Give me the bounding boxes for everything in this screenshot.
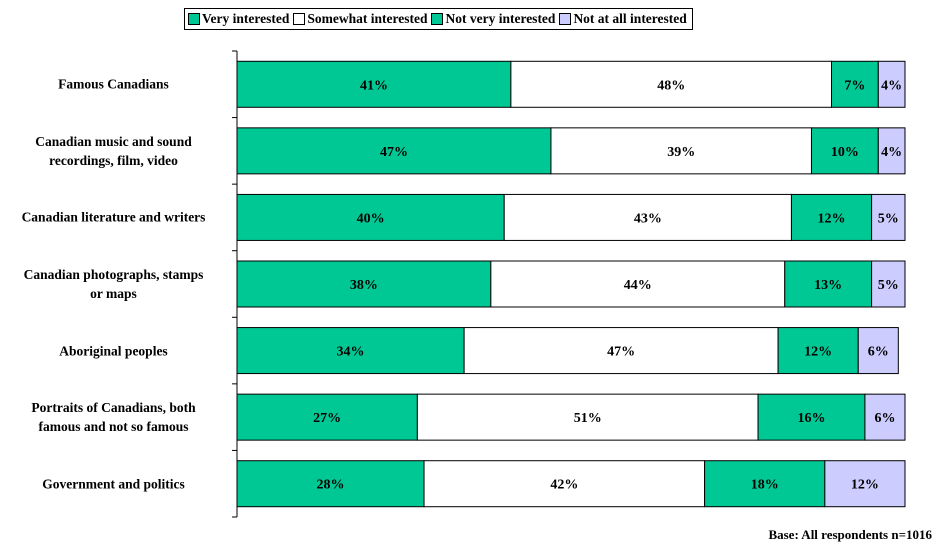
data-label: 6% <box>874 411 895 426</box>
data-label: 12% <box>804 345 832 360</box>
category-label: Canadian music and sound recordings, film… <box>0 132 227 170</box>
bar-segment <box>236 127 552 175</box>
data-label: 4% <box>881 145 902 160</box>
bar-segment <box>757 393 866 441</box>
legend-swatch <box>293 13 306 25</box>
category-label: Canadian literature and writers <box>0 208 227 227</box>
legend-item: Not at all interested <box>559 11 687 27</box>
legend-label: Somewhat interested <box>307 11 428 26</box>
category-label: Canadian photographs, stamps or maps <box>0 265 227 303</box>
data-label: 39% <box>667 145 695 160</box>
bar-segment <box>871 260 906 308</box>
data-label: 10% <box>831 145 859 160</box>
category-label: Famous Canadians <box>0 75 227 94</box>
category-label-line: Portraits of Canadians, both <box>31 400 196 416</box>
data-label: 6% <box>868 345 889 360</box>
category-label-line: Canadian literature and writers <box>21 209 206 225</box>
data-label: 7% <box>844 78 865 93</box>
chart-legend: Very interested Somewhat interested Not ve… <box>184 8 693 30</box>
data-label: 5% <box>878 278 899 293</box>
bar-segment <box>857 327 899 375</box>
bar-segment <box>236 260 492 308</box>
data-label: 28% <box>317 478 345 493</box>
data-label: 5% <box>878 211 899 226</box>
data-label: 38% <box>350 278 378 293</box>
legend-swatch <box>188 13 200 25</box>
legend-label: Not very interested <box>445 11 556 26</box>
data-label: 40% <box>357 211 385 226</box>
bar-segment <box>236 460 425 508</box>
legend-swatch <box>431 13 444 25</box>
data-label: 42% <box>550 478 578 493</box>
base-footnote: Base: All respondents n=1016 <box>768 527 932 542</box>
data-label: 51% <box>574 411 602 426</box>
data-label: 47% <box>380 145 408 160</box>
category-label: Aboriginal peoples <box>0 341 227 360</box>
bar-segment <box>877 60 906 108</box>
bar-segment <box>510 60 833 108</box>
category-label: Portraits of Canadians, both famous and n… <box>0 398 227 436</box>
bar-segment <box>490 260 786 308</box>
category-label-line: Canadian music and sound <box>35 133 192 149</box>
category-label-line: famous and not so famous <box>38 419 189 435</box>
bar-segment <box>704 460 826 508</box>
legend-label: Not at all interested <box>573 11 687 26</box>
data-label: 4% <box>881 78 902 93</box>
category-label-line: Canadian photographs, stamps <box>23 267 204 282</box>
bar-segment <box>236 327 465 375</box>
category-label: Government and politics <box>0 474 227 493</box>
data-label: 48% <box>657 78 685 93</box>
bar-segment <box>236 60 512 108</box>
bar-segment <box>503 193 792 241</box>
bar-segment <box>871 193 906 241</box>
category-label-line: or maps <box>90 286 137 301</box>
bar-segment <box>416 393 759 441</box>
bar-segment <box>236 393 418 441</box>
data-label: 18% <box>751 478 779 493</box>
legend-label: Very interested <box>202 11 290 26</box>
bar-segment <box>831 60 879 108</box>
data-label: 27% <box>313 411 341 426</box>
bar-segment <box>790 193 873 241</box>
category-label-line: Famous Canadians <box>58 76 169 92</box>
bar-segment <box>236 193 505 241</box>
category-label-line: Aboriginal peoples <box>59 343 168 359</box>
bar-segment <box>463 327 779 375</box>
legend-item: Not very interested <box>431 11 555 27</box>
data-label: 41% <box>360 78 388 93</box>
data-label: 44% <box>624 278 652 293</box>
bar-segment <box>423 460 706 508</box>
data-label: 47% <box>607 345 635 360</box>
data-label: 16% <box>797 411 825 426</box>
bar-segment <box>864 393 906 441</box>
category-label-line: recordings, film, video <box>49 152 178 168</box>
data-label: 12% <box>851 478 879 493</box>
data-label: 43% <box>634 211 662 226</box>
data-label: 12% <box>818 211 846 226</box>
bar-segment <box>824 460 906 508</box>
data-label: 34% <box>337 345 365 360</box>
legend-item: Somewhat interested <box>293 11 427 27</box>
bar-segment <box>877 127 906 175</box>
bar-segment <box>784 260 873 308</box>
legend-item: Very interested <box>188 11 289 27</box>
data-label: 13% <box>814 278 842 293</box>
legend-swatch <box>559 13 572 25</box>
category-label-line: Government and politics <box>42 476 185 492</box>
